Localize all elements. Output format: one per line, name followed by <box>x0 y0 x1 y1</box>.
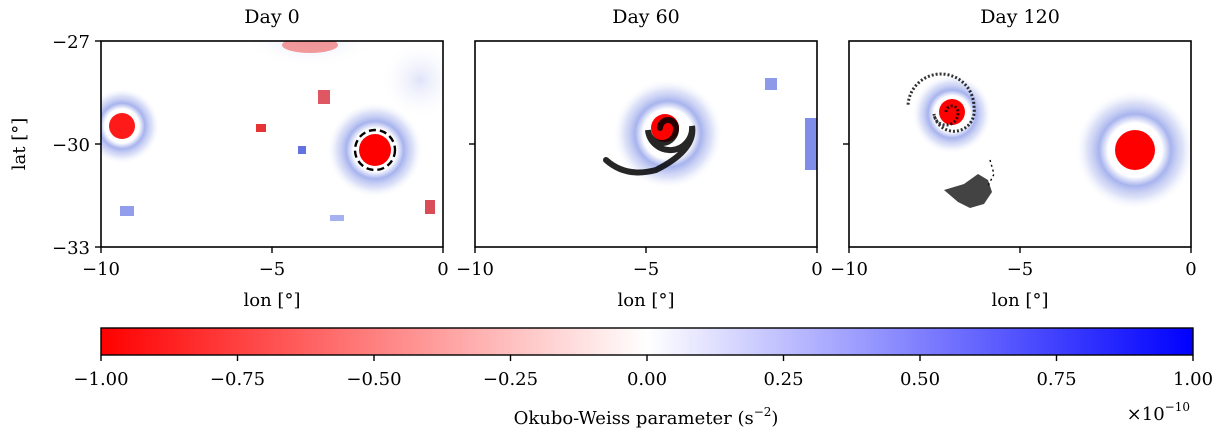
panel-day60 <box>475 41 817 247</box>
eddy-core-day120-west <box>939 99 965 125</box>
colorbar-tick-label: −0.75 <box>210 369 265 390</box>
particle-spiral-day120 <box>906 72 976 133</box>
eddy-core-day120-east <box>1115 130 1155 170</box>
colorbar: −1.00 −0.75 −0.50 −0.25 0.00 0.25 0.50 0.75 1.00… <box>73 327 1213 429</box>
x-tick-label: −10 <box>456 259 494 280</box>
colorbar-tick-label: 0.25 <box>763 369 803 390</box>
y-axis-label: lat [°] <box>9 118 30 171</box>
y-axis-day0: −27 −30 −33 lat [°] <box>9 32 101 259</box>
x-axis-day120: −10 −5 0 lon [°] <box>830 247 1197 311</box>
colorbar-tick-label: −0.50 <box>346 369 401 390</box>
colorbar-gradient <box>100 327 1194 356</box>
x-tick-label: 0 <box>1185 259 1196 280</box>
x-tick-label: −10 <box>830 259 868 280</box>
x-axis-label: lon [°] <box>244 290 301 311</box>
y-tick-label: −33 <box>52 238 90 259</box>
panel-day120 <box>849 41 1191 247</box>
x-axis-day0: −10 −5 0 lon [°] <box>82 247 449 311</box>
x-tick-label: 0 <box>437 259 448 280</box>
colorbar-tick-label: 0.75 <box>1036 369 1076 390</box>
y-tick-label: −30 <box>52 135 90 156</box>
particle-cluster-day120 <box>944 174 992 208</box>
x-tick-label: 0 <box>811 259 822 280</box>
x-axis-label: lon [°] <box>992 290 1049 311</box>
colorbar-scale-factor: ×10−10 <box>1127 400 1190 425</box>
x-tick-label: −5 <box>1007 259 1034 280</box>
particle-spiral-day60 <box>603 117 696 176</box>
x-tick-label: −5 <box>259 259 286 280</box>
colorbar-tick-label: −0.25 <box>483 369 538 390</box>
colorbar-tick-label: 0.00 <box>627 369 667 390</box>
x-tick-label: −5 <box>633 259 660 280</box>
colorbar-tick-label: 0.50 <box>900 369 940 390</box>
x-axis-label: lon [°] <box>618 290 675 311</box>
panel-title-day60: Day 60 <box>612 6 680 28</box>
colorbar-label: Okubo-Weiss parameter (s−2) <box>514 405 779 429</box>
x-tick-label: −10 <box>82 259 120 280</box>
eddy-core-east <box>359 134 391 166</box>
x-axis-day60: −10 −5 0 lon [°] <box>456 247 823 311</box>
colorbar-tick-label: 1.00 <box>1173 369 1213 390</box>
eddy-contour <box>353 128 397 172</box>
eddy-core-west <box>109 113 135 139</box>
panel-title-day120: Day 120 <box>980 6 1060 28</box>
colorbar-tick-label: −1.00 <box>73 369 128 390</box>
y-tick-label: −27 <box>52 32 90 53</box>
panel-title-day0: Day 0 <box>244 6 299 28</box>
panel-day0 <box>101 41 443 247</box>
